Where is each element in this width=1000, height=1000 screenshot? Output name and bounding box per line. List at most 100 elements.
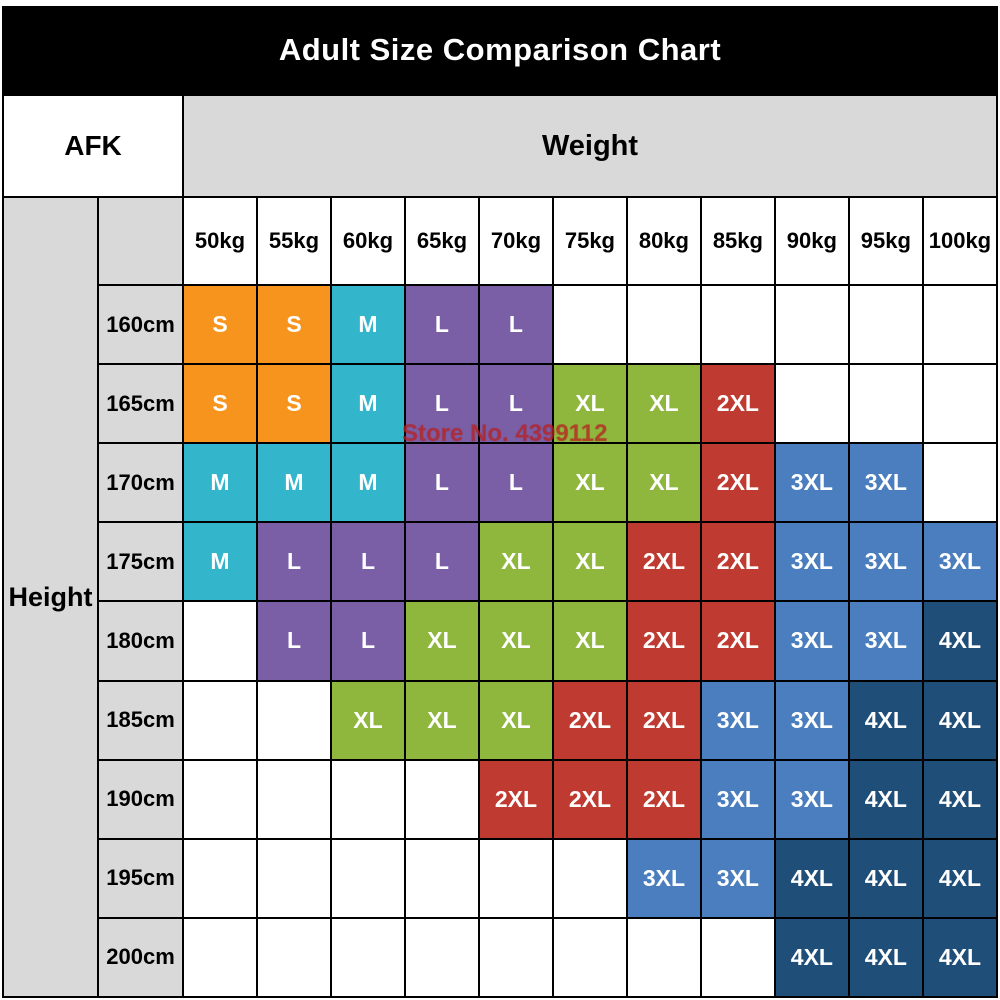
size-cell: 3XL xyxy=(625,837,702,919)
size-cell: 4XL xyxy=(921,600,999,682)
size-table: AFK Weight Height 50kg 55kg 60kg 65kg 70kg 75… xyxy=(1,94,999,999)
size-cell: XL xyxy=(477,600,554,682)
height-row-label: 165cm xyxy=(96,363,185,445)
weight-column-header: 100kg xyxy=(921,196,999,286)
empty-cell xyxy=(551,283,628,366)
size-cell: L xyxy=(256,600,332,682)
size-cell: L xyxy=(477,442,554,524)
size-cell: 3XL xyxy=(773,758,850,840)
blank-corner-cell xyxy=(96,196,185,286)
empty-cell xyxy=(551,837,628,919)
size-cell: 2XL xyxy=(551,679,628,761)
size-cell: 2XL xyxy=(699,442,776,524)
height-row-label: 180cm xyxy=(96,600,185,682)
weight-column-header: 95kg xyxy=(847,196,924,286)
empty-cell xyxy=(256,837,332,919)
size-cell: 2XL xyxy=(699,600,776,682)
weight-column-header: 85kg xyxy=(699,196,776,286)
size-cell: 3XL xyxy=(773,442,850,524)
empty-cell xyxy=(182,758,258,840)
empty-cell xyxy=(256,916,332,999)
chart-title: Adult Size Comparison Chart xyxy=(2,6,998,94)
empty-cell xyxy=(699,283,776,366)
size-cell: XL xyxy=(403,679,480,761)
empty-cell xyxy=(625,916,702,999)
empty-cell xyxy=(329,758,406,840)
size-cell: S xyxy=(256,283,332,366)
size-cell: XL xyxy=(551,363,628,445)
size-cell: 3XL xyxy=(773,521,850,603)
table-row: 180cm L L XL XL XL 2XL 2XL 3XL 3XL 4XL xyxy=(3,600,999,682)
size-cell: 2XL xyxy=(551,758,628,840)
size-cell: 4XL xyxy=(847,916,924,999)
size-cell: L xyxy=(403,283,480,366)
height-axis-header: Height xyxy=(2,196,99,998)
weight-column-header: 90kg xyxy=(773,196,850,286)
size-cell: 4XL xyxy=(773,916,850,999)
size-cell: XL xyxy=(477,679,554,761)
weight-column-header: 70kg xyxy=(477,196,554,286)
weight-values-row: Height 50kg 55kg 60kg 65kg 70kg 75kg 80kg 85kg 9… xyxy=(2,196,999,998)
size-cell: XL xyxy=(403,600,480,682)
size-cell: M xyxy=(329,363,406,445)
height-row-label: 185cm xyxy=(96,679,185,761)
size-cell: XL xyxy=(477,521,554,603)
height-row-label: 200cm xyxy=(96,916,185,999)
size-cell: 2XL xyxy=(625,758,702,840)
size-cell: L xyxy=(329,600,406,682)
empty-cell xyxy=(403,916,480,999)
size-cell: S xyxy=(182,363,258,445)
size-cell: 2XL xyxy=(699,363,776,445)
size-cell: 4XL xyxy=(921,758,999,840)
weight-column-header: 55kg xyxy=(256,196,332,286)
size-cell: XL xyxy=(551,521,628,603)
size-cell: 2XL xyxy=(625,521,702,603)
size-cell: 4XL xyxy=(847,837,924,919)
size-cell: XL xyxy=(625,363,702,445)
empty-cell xyxy=(403,837,480,919)
height-row-label: 175cm xyxy=(96,521,185,603)
size-cell: 3XL xyxy=(773,600,850,682)
size-cell: XL xyxy=(551,442,628,524)
size-cell: XL xyxy=(625,442,702,524)
header-row: AFK Weight xyxy=(1,94,998,198)
size-cell: L xyxy=(477,283,554,366)
size-cell: M xyxy=(329,283,406,366)
weight-column-header: 80kg xyxy=(625,196,702,286)
weight-column-header: 50kg xyxy=(182,196,258,286)
size-cell: S xyxy=(182,283,258,366)
size-cell: M xyxy=(182,442,258,524)
size-cell: L xyxy=(256,521,332,603)
size-cell: 3XL xyxy=(699,679,776,761)
table-row: 185cm XL XL XL 2XL 2XL 3XL 3XL 4XL 4XL xyxy=(3,679,999,761)
size-cell: 4XL xyxy=(921,916,999,999)
size-cell: L xyxy=(403,363,480,445)
table-row: 200cm 4XL 4XL 4XL xyxy=(3,916,999,999)
empty-cell xyxy=(921,363,999,445)
empty-cell xyxy=(329,916,406,999)
height-row-label: 195cm xyxy=(96,837,185,919)
empty-cell xyxy=(921,283,999,366)
size-cell: M xyxy=(329,442,406,524)
empty-cell xyxy=(699,916,776,999)
size-cell: L xyxy=(403,442,480,524)
empty-cell xyxy=(329,837,406,919)
size-cell: S xyxy=(256,363,332,445)
size-cell: 3XL xyxy=(847,521,924,603)
size-cell: 3XL xyxy=(699,837,776,919)
empty-cell xyxy=(256,679,332,761)
size-cell: 2XL xyxy=(625,679,702,761)
table-row: 195cm 3XL 3XL 4XL 4XL 4XL xyxy=(3,837,999,919)
table-row: 160cm S S M L L xyxy=(3,283,999,366)
weight-column-header: 60kg xyxy=(329,196,406,286)
size-cell: 4XL xyxy=(773,837,850,919)
empty-cell xyxy=(847,283,924,366)
empty-cell xyxy=(921,442,999,524)
height-row-label: 170cm xyxy=(96,442,185,524)
empty-cell xyxy=(551,916,628,999)
table-row: 190cm 2XL 2XL 2XL 3XL 3XL 4XL 4XL xyxy=(3,758,999,840)
size-cell: 3XL xyxy=(921,521,999,603)
empty-cell xyxy=(773,283,850,366)
size-cell: 3XL xyxy=(847,442,924,524)
size-cell: 4XL xyxy=(921,837,999,919)
